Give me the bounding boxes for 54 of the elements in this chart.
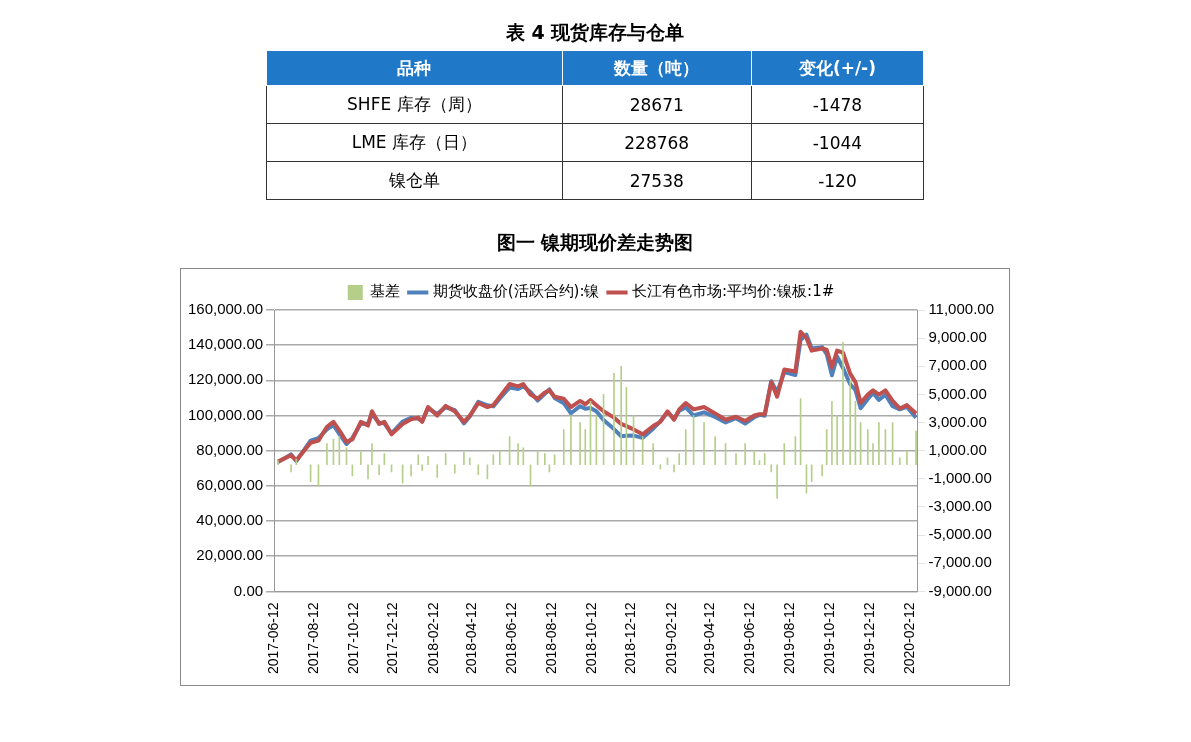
category-label: 镍仓单 — [388, 170, 440, 190]
y2-tick-label: 7,000.00 — [928, 356, 987, 374]
y-tick-label: 0.00 — [233, 581, 264, 599]
y2-tick-label: 9,000.00 — [928, 328, 987, 346]
y-tick-label: 100,000.00 — [188, 405, 264, 423]
x-tick-label: 2017-08-12 — [304, 602, 321, 675]
x-tick-label: 2018-12-12 — [622, 602, 639, 675]
legend-label: 基差 — [370, 282, 401, 301]
y-tick-label: 20,000.00 — [196, 546, 264, 564]
chart-title: 图一 镍期现价差走势图 — [495, 230, 695, 255]
y-tick-label: 60,000.00 — [196, 476, 264, 494]
x-tick-label: 2017-06-12 — [264, 602, 281, 675]
y-tick-label: 40,000.00 — [196, 511, 264, 529]
x-tick-label: 2019-06-12 — [741, 602, 758, 675]
y-tick-label: 160,000.00 — [188, 300, 264, 318]
text: 28671 — [629, 94, 684, 115]
x-tick-label: 2018-10-12 — [582, 602, 599, 675]
text: 228768 — [624, 132, 690, 153]
y-tick-label: 80,000.00 — [196, 440, 264, 458]
x-tick-label: 2019-10-12 — [820, 602, 837, 675]
text: 27538 — [629, 170, 684, 191]
x-tick-label: 2018-04-12 — [463, 602, 480, 675]
text: 品种 — [266, 50, 563, 86]
x-tick-label: 2018-02-12 — [424, 602, 441, 675]
y-tick-label: 120,000.00 — [188, 370, 264, 388]
x-tick-label: 2019-08-12 — [781, 602, 798, 675]
y2-tick-label: 1,000.00 — [928, 440, 987, 458]
text: -1044 — [812, 132, 863, 153]
x-tick-label: 2018-08-12 — [542, 602, 559, 675]
category-label: 数量（吨） — [562, 50, 752, 86]
legend-label: 长江有色市场:平均价:镍板:1# — [631, 282, 835, 301]
category-label: SHFE 库存（周） — [347, 94, 482, 114]
x-tick-label: 2017-10-12 — [344, 602, 361, 675]
text: 表 4 现货库存与仓单 — [504, 20, 686, 45]
y2-tick-label: -1,000.00 — [928, 468, 992, 486]
x-tick-label: 2019-04-12 — [701, 602, 718, 675]
x-tick-label: 2019-12-12 — [860, 602, 877, 675]
category-label: 变化(+/-) — [751, 50, 924, 86]
y2-tick-label: -7,000.00 — [928, 553, 992, 571]
legend-label: 期货收盘价(活跃合约):镍 — [432, 282, 600, 301]
x-tick-label: 2020-02-12 — [901, 602, 918, 675]
y-tick-label: 140,000.00 — [188, 335, 264, 353]
text: -120 — [818, 170, 857, 191]
x-tick-label: 2017-12-12 — [384, 602, 401, 675]
x-tick-label: 2019-02-12 — [662, 602, 679, 675]
x-tick-label: 2018-06-12 — [503, 602, 520, 675]
y2-tick-label: 11,000.00 — [928, 300, 995, 318]
y2-tick-label: 5,000.00 — [928, 384, 987, 402]
y2-tick-label: -9,000.00 — [928, 581, 992, 599]
y2-tick-label: -3,000.00 — [928, 497, 992, 515]
text: -1478 — [812, 94, 863, 115]
y2-tick-label: -5,000.00 — [928, 525, 992, 543]
y2-tick-label: 3,000.00 — [928, 412, 987, 430]
category-label: LME 库存（日） — [351, 132, 477, 152]
